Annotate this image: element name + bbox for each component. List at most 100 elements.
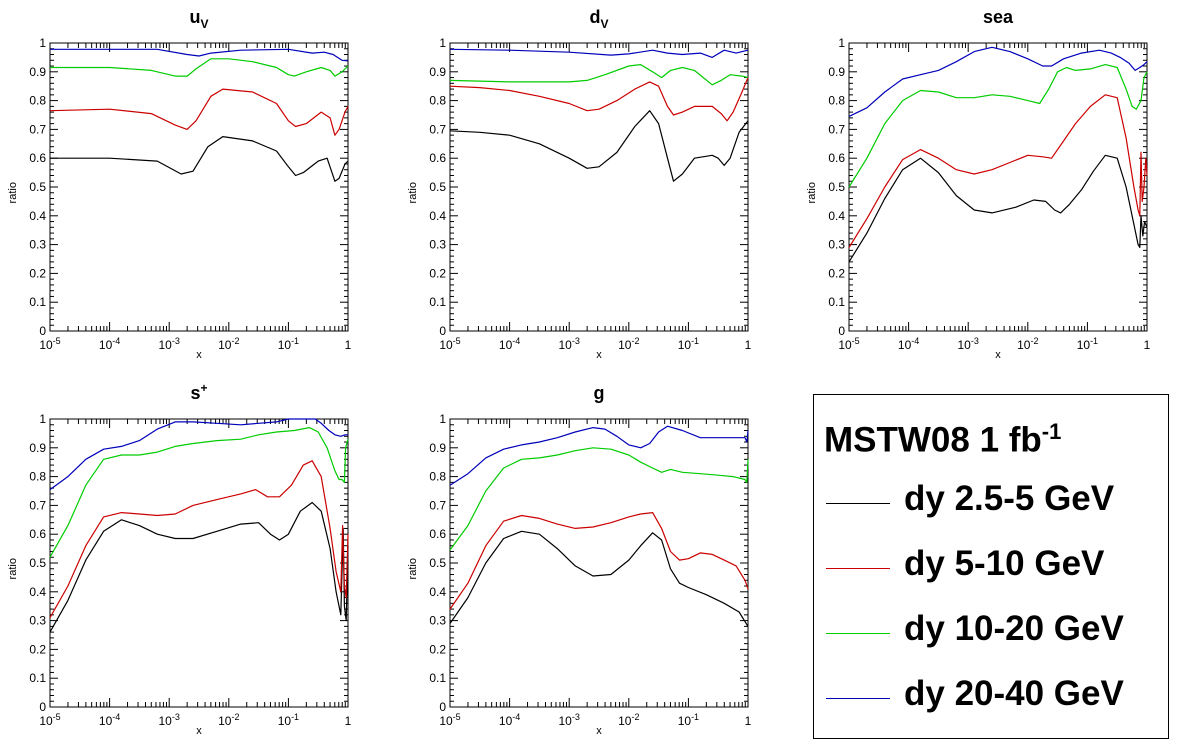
x-tick-label: 1 <box>745 338 752 352</box>
x-tick-label: 10-2 <box>1017 336 1038 352</box>
plot-frame <box>449 42 749 332</box>
x-tick-label: 10-5 <box>39 336 60 352</box>
x-tick-label: 10-1 <box>1077 336 1098 352</box>
panel-0: 0 0.1 0.2 0.3 0.4 0.5 0.6 0.7 0.8 0.9 1 10-5 10-4 10-… <box>7 7 352 361</box>
y-tick-label: 0.4 <box>29 209 46 223</box>
y-tick-label: 0.6 <box>828 151 845 165</box>
y-tick-label: 1 <box>39 412 46 426</box>
series-line-3 <box>449 48 749 58</box>
series-line-1 <box>49 88 349 136</box>
x-tick-label: 1 <box>345 338 352 352</box>
y-tick-label: 0.4 <box>828 209 845 223</box>
x-tick-label: 10-5 <box>439 336 460 352</box>
x-tick-label: 10-1 <box>678 336 699 352</box>
y-tick-label: 0.7 <box>429 122 446 136</box>
y-tick-label: 1 <box>439 412 446 426</box>
plot-frame <box>49 42 349 332</box>
y-tick-label: 0.4 <box>429 585 446 599</box>
y-tick-label: 0.5 <box>828 180 845 194</box>
x-tick-label: 10-3 <box>159 712 180 728</box>
x-axis-label: x <box>596 725 602 737</box>
legend-title-main: MSTW08 1 fb <box>824 420 1042 460</box>
y-tick-label: 0.7 <box>29 122 46 136</box>
plot-frame <box>449 418 749 708</box>
legend-entry: dy 2.5-5 GeV <box>826 479 1166 529</box>
y-tick-label: 0.2 <box>29 642 46 656</box>
panel-title: uV <box>189 7 208 31</box>
x-tick-label: 10-3 <box>559 712 580 728</box>
x-tick-label: 1 <box>345 714 352 728</box>
series-line-3 <box>449 425 749 486</box>
y-tick-label: 0.6 <box>429 527 446 541</box>
series-line-0 <box>848 154 1148 263</box>
y-axis-label: ratio <box>407 558 419 579</box>
series-line-2 <box>50 58 349 77</box>
y-tick-label: 0.8 <box>429 470 446 484</box>
y-tick-label: 1 <box>838 36 845 50</box>
y-tick-label: 0.4 <box>29 585 46 599</box>
series-line-3 <box>50 48 349 62</box>
y-axis-label: ratio <box>806 182 818 203</box>
legend-title-sup: -1 <box>1041 419 1062 444</box>
y-tick-label: 0.7 <box>828 122 845 136</box>
y-tick-label: 0.3 <box>828 238 845 252</box>
panel-3: 0 0.1 0.2 0.3 0.4 0.5 0.6 0.7 0.8 0.9 1 10-5 10-4 10-… <box>7 381 352 737</box>
y-tick-label: 0.7 <box>429 498 446 512</box>
y-tick-label: 0 <box>439 324 446 338</box>
series-line-0 <box>50 136 349 182</box>
x-tick-label: 10-2 <box>618 712 639 728</box>
x-tick-label: 10-5 <box>838 336 859 352</box>
x-tick-label: 10-2 <box>618 336 639 352</box>
y-tick-label: 0.5 <box>29 556 46 570</box>
x-tick-label: 10-4 <box>499 712 520 728</box>
y-tick-label: 0.2 <box>429 642 446 656</box>
y-tick-label: 0.5 <box>29 180 46 194</box>
y-tick-label: 0.2 <box>429 266 446 280</box>
y-axis-label: ratio <box>407 182 419 203</box>
legend-label: dy 5-10 GeV <box>904 544 1105 583</box>
panel-4: 0 0.1 0.2 0.3 0.4 0.5 0.6 0.7 0.8 0.9 1 10-5 10-4 10-… <box>407 383 752 737</box>
x-axis-label: x <box>995 349 1001 361</box>
legend-title: MSTW08 1 fb-1 <box>824 419 1061 461</box>
x-axis-label: x <box>196 725 202 737</box>
y-tick-label: 0.6 <box>29 151 46 165</box>
panel-title: s+ <box>190 381 207 403</box>
legend-entry: dy 5-10 GeV <box>826 544 1166 594</box>
y-tick-label: 0.8 <box>828 94 845 108</box>
y-tick-label: 0.9 <box>429 65 446 79</box>
y-tick-label: 0.1 <box>29 295 46 309</box>
y-tick-label: 0.1 <box>429 671 446 685</box>
x-tick-label: 10-5 <box>439 712 460 728</box>
x-tick-label: 10-4 <box>99 336 120 352</box>
x-tick-label: 1 <box>745 714 752 728</box>
x-tick-label: 10-1 <box>678 712 699 728</box>
x-tick-label: 10-2 <box>218 712 239 728</box>
y-tick-label: 0.2 <box>828 266 845 280</box>
series-line-2 <box>449 447 749 551</box>
y-tick-label: 0.6 <box>429 151 446 165</box>
x-tick-label: 10-1 <box>278 712 299 728</box>
x-tick-label: 10-2 <box>218 336 239 352</box>
series-line-0 <box>449 110 749 182</box>
x-axis-label: x <box>596 349 602 361</box>
y-axis-label: ratio <box>7 558 19 579</box>
plot-frame <box>49 418 349 708</box>
y-tick-label: 1 <box>39 36 46 50</box>
x-axis-label: x <box>196 349 202 361</box>
y-tick-label: 0.5 <box>429 556 446 570</box>
panel-title: dV <box>589 7 608 31</box>
series-line-1 <box>449 77 749 122</box>
y-tick-label: 0.3 <box>429 238 446 252</box>
x-tick-label: 10-5 <box>39 712 60 728</box>
series-line-1 <box>49 460 349 618</box>
y-tick-label: 0.8 <box>29 94 46 108</box>
series-line-1 <box>848 94 1148 248</box>
y-tick-label: 0.2 <box>29 266 46 280</box>
panel-2: 0 0.1 0.2 0.3 0.4 0.5 0.6 0.7 0.8 0.9 1 10-5 10-4 10-… <box>806 7 1151 361</box>
y-tick-label: 0.9 <box>429 441 446 455</box>
y-tick-label: 0 <box>39 700 46 714</box>
panel-title: sea <box>983 7 1014 27</box>
legend-entry: dy 20-40 GeV <box>826 674 1166 724</box>
y-tick-label: 0.3 <box>429 614 446 628</box>
